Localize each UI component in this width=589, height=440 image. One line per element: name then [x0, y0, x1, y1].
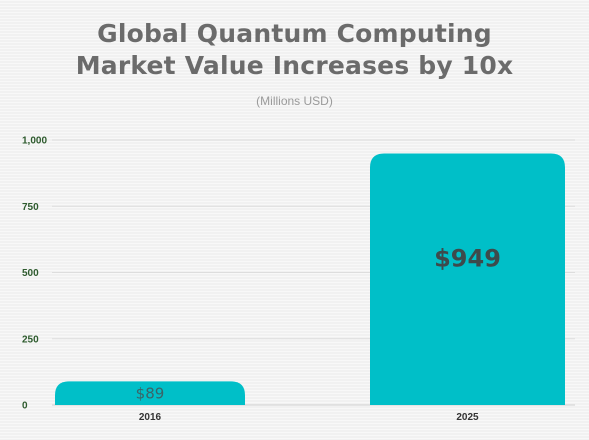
y-tick-label: 250	[22, 334, 39, 345]
bar-data-label: $949	[434, 245, 501, 273]
data-labels: $89 $949	[136, 245, 501, 403]
y-axis-ticks: 0 250 500 750 1,000	[22, 136, 47, 412]
y-tick-label: 500	[22, 268, 39, 279]
bars	[55, 153, 565, 405]
y-tick-label: 750	[22, 202, 39, 213]
y-tick-label: 1,000	[22, 136, 47, 147]
bar	[55, 381, 245, 405]
chart-subtitle: (Millions USD)	[256, 94, 333, 108]
chart-title-line-1: Global Quantum Computing	[97, 19, 492, 48]
x-tick-label: 2025	[456, 412, 479, 423]
bar-data-label: $89	[136, 384, 165, 402]
x-tick-label: 2016	[139, 412, 162, 423]
y-tick-label: 0	[22, 401, 28, 412]
chart-title: Global Quantum Computing Market Value In…	[0, 18, 589, 82]
x-axis-labels: 2016 2025	[139, 412, 479, 423]
bar	[370, 153, 565, 405]
chart-title-line-2: Market Value Increases by 10x	[75, 51, 514, 80]
